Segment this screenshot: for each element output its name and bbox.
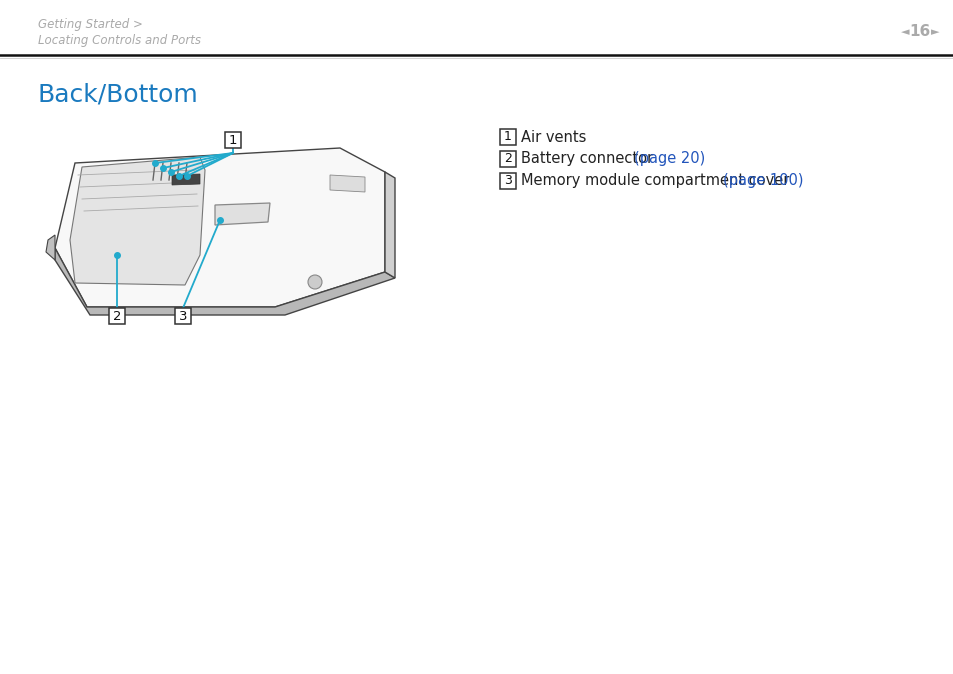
Polygon shape xyxy=(55,248,395,315)
Text: Memory module compartment cover: Memory module compartment cover xyxy=(520,173,793,189)
Text: 2: 2 xyxy=(112,309,121,322)
Text: Locating Controls and Ports: Locating Controls and Ports xyxy=(38,34,201,47)
Polygon shape xyxy=(172,174,200,185)
Polygon shape xyxy=(55,148,385,307)
Text: Getting Started >: Getting Started > xyxy=(38,18,143,31)
Polygon shape xyxy=(385,172,395,278)
Text: 3: 3 xyxy=(503,175,512,187)
Polygon shape xyxy=(46,235,55,260)
Text: Back/Bottom: Back/Bottom xyxy=(38,82,198,106)
Text: ►: ► xyxy=(930,27,939,37)
Text: 1: 1 xyxy=(229,133,237,146)
Text: ◄: ◄ xyxy=(900,27,908,37)
Text: Battery connector: Battery connector xyxy=(520,152,657,166)
Text: 3: 3 xyxy=(178,309,187,322)
Polygon shape xyxy=(330,175,365,192)
FancyBboxPatch shape xyxy=(499,129,516,145)
FancyBboxPatch shape xyxy=(174,308,191,324)
Text: Air vents: Air vents xyxy=(520,129,586,144)
Polygon shape xyxy=(214,203,270,225)
FancyBboxPatch shape xyxy=(499,151,516,167)
Text: 1: 1 xyxy=(503,131,512,144)
FancyBboxPatch shape xyxy=(499,173,516,189)
Circle shape xyxy=(308,275,322,289)
Text: 16: 16 xyxy=(908,24,929,40)
FancyBboxPatch shape xyxy=(109,308,125,324)
Polygon shape xyxy=(70,157,205,285)
Text: (page 100): (page 100) xyxy=(721,173,802,189)
Text: (page 20): (page 20) xyxy=(634,152,705,166)
FancyBboxPatch shape xyxy=(225,132,241,148)
Text: 2: 2 xyxy=(503,152,512,166)
